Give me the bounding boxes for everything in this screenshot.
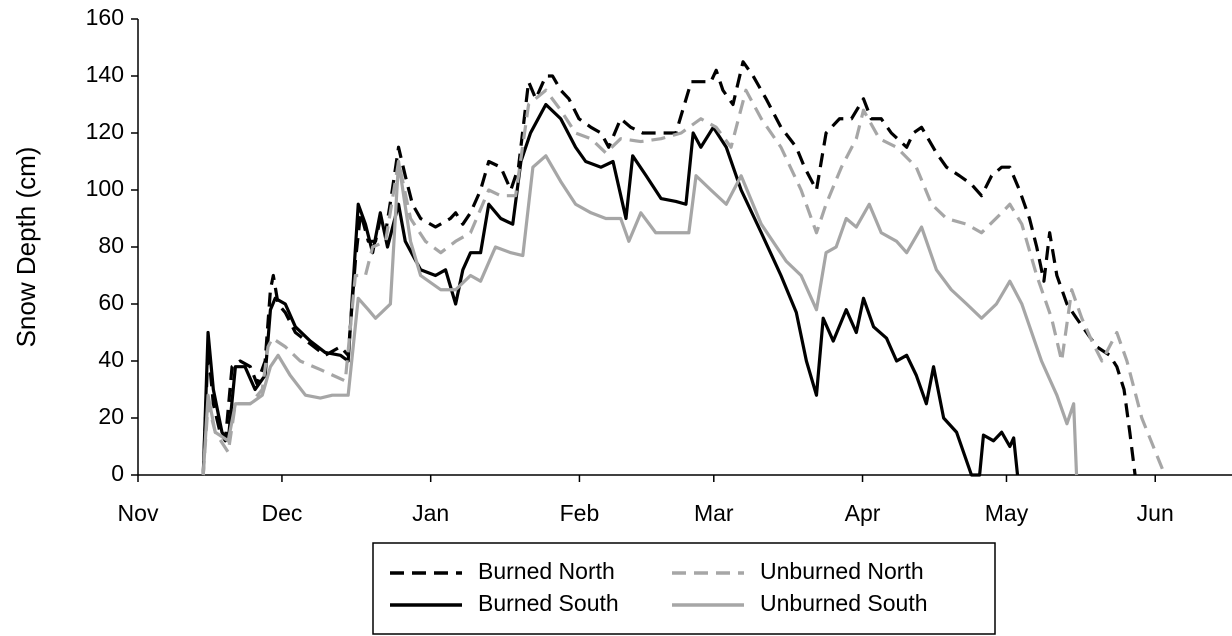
y-tick-label: 60 [98, 289, 124, 315]
y-tick-label: 0 [111, 460, 124, 486]
x-tick-label: Apr [845, 500, 881, 526]
legend-box [372, 542, 996, 635]
y-tick-label: 100 [86, 175, 124, 201]
x-tick-label: Dec [261, 500, 302, 526]
y-tick-label: 120 [86, 118, 124, 144]
x-tick-label: Jun [1137, 500, 1174, 526]
y-axis-label: Snow Depth (cm) [11, 147, 41, 348]
x-tick-label: Mar [694, 500, 734, 526]
y-tick-label: 80 [98, 232, 124, 258]
x-tick-label: May [985, 500, 1029, 526]
series-line [201, 154, 1079, 476]
series-line [201, 102, 1020, 477]
legend-label: Unburned North [760, 558, 924, 584]
x-tick-label: Feb [560, 500, 600, 526]
x-tick-label: Nov [118, 500, 159, 526]
y-tick-label: 20 [98, 403, 124, 429]
legend-label: Burned North [478, 558, 615, 584]
series-line [201, 88, 1167, 476]
y-tick-label: 140 [86, 61, 124, 87]
series-line [201, 60, 1137, 476]
legend-label: Burned South [478, 590, 619, 616]
legend-label: Unburned South [760, 590, 928, 616]
y-tick-label: 40 [98, 346, 124, 372]
x-tick-label: Jan [412, 500, 449, 526]
y-tick-label: 160 [86, 4, 124, 30]
